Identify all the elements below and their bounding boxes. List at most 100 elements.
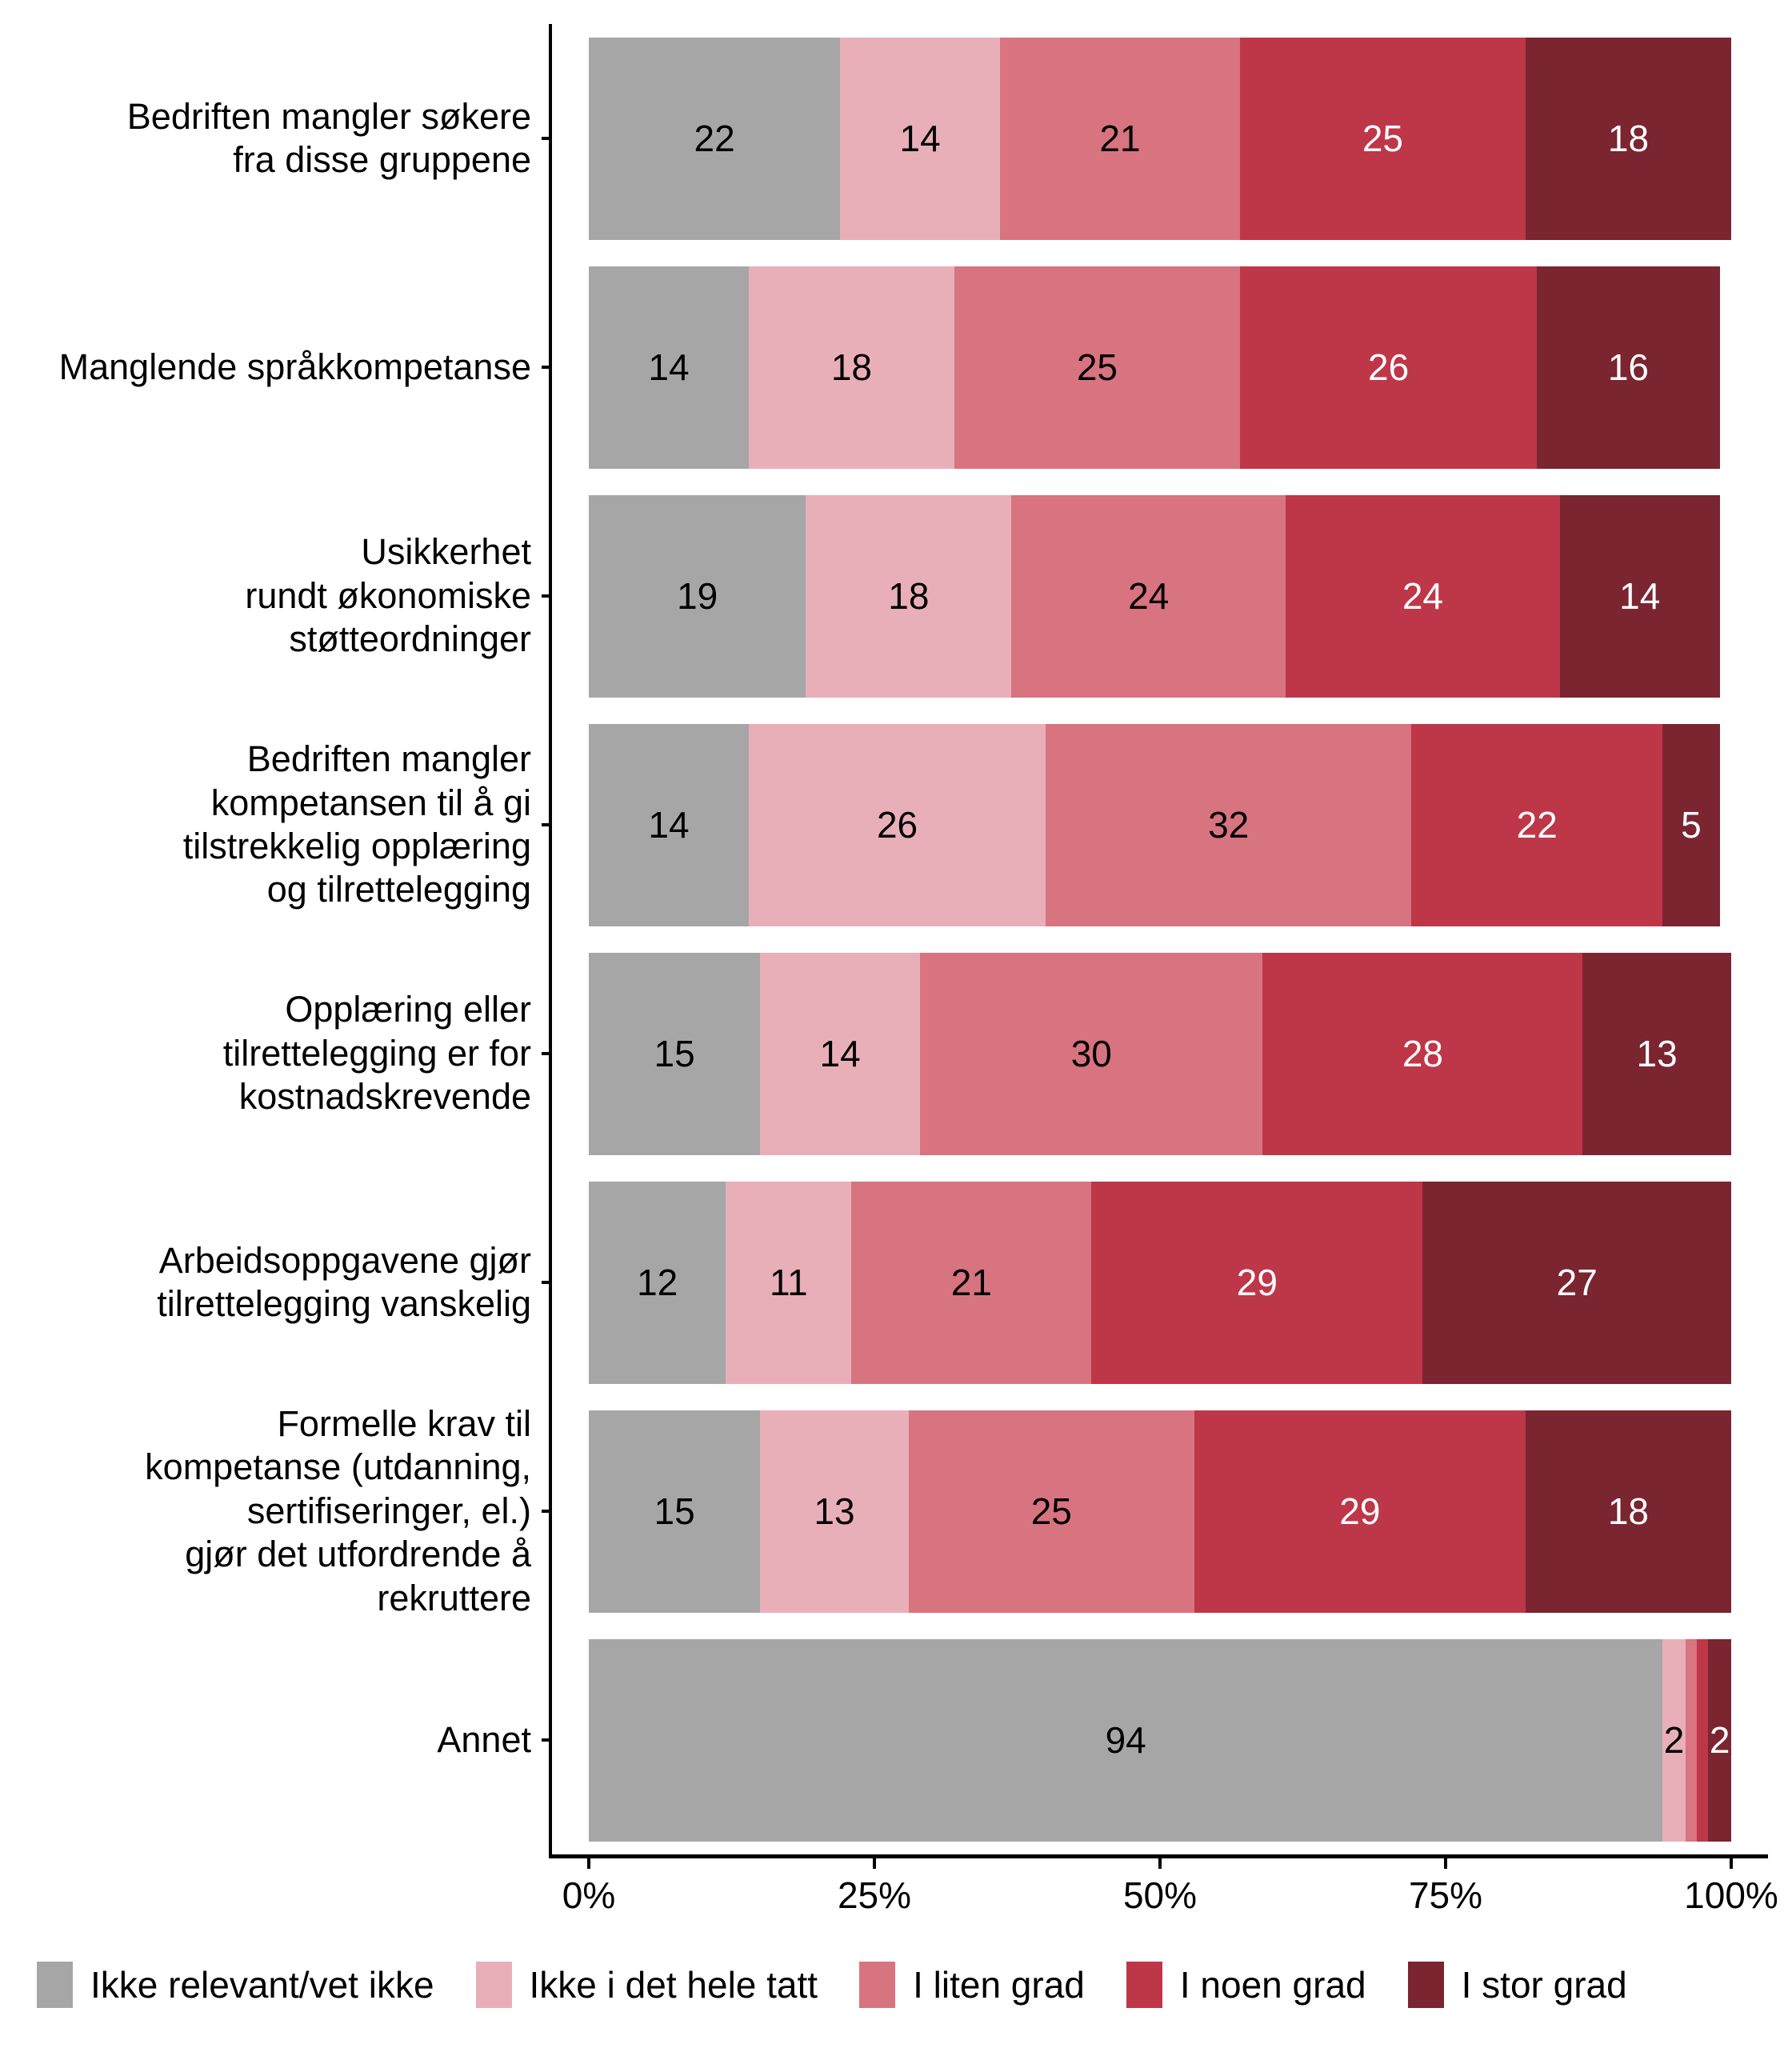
bar-segment: 14: [1559, 494, 1720, 698]
bar-value-label: 29: [1339, 1490, 1381, 1532]
bar-value-label: 14: [648, 804, 690, 846]
category-label-line: tilrettelegging vanskelig: [157, 1283, 531, 1324]
category-label-text: Formelle krav til kompetanse (utdanning, s…: [145, 1402, 531, 1620]
bar-segment: 26: [1239, 266, 1538, 469]
category-label: Opplæring eller tilrettelegging er for kos…: [0, 939, 552, 1168]
category-label-text: Usikkerhet rundt økonomiske støtteordninge…: [245, 530, 531, 661]
bar-value-label: 24: [1128, 575, 1170, 617]
bar-segment: 18: [806, 494, 1012, 698]
bar-segment: 18: [1525, 37, 1731, 240]
bar-segment: 32: [1046, 723, 1412, 926]
bar-segment: 21: [851, 1181, 1092, 1384]
bar-value-label: 32: [1208, 804, 1250, 846]
bar-segment: 94: [589, 1638, 1663, 1842]
category-label: Manglende språkkompetanse: [0, 253, 552, 482]
category-label: Bedriften mangler søkere fra disse gruppe…: [0, 24, 552, 253]
y-axis-tick: [542, 1281, 552, 1284]
bar-value-label: 94: [1105, 1719, 1146, 1761]
bar-track: 15 14 30 28 13: [589, 952, 1731, 1155]
category-label-line: kompetanse (utdanning,: [145, 1446, 531, 1488]
category-label-line: tilstrekkelig opplæring: [182, 826, 531, 866]
bar-segment: 30: [920, 952, 1263, 1155]
category-label: Annet: [0, 1626, 552, 1854]
x-axis-tick-label: 75%: [1408, 1874, 1483, 1916]
bar-value-label: 2: [1663, 1719, 1685, 1761]
bar-value-label: 22: [1516, 804, 1558, 846]
category-label-line: Usikkerhet: [361, 531, 531, 573]
bar-value-label: 14: [899, 118, 941, 159]
bar-value-label: 21: [1099, 118, 1141, 159]
legend-label: Ikke i det hele tatt: [529, 1964, 818, 2006]
x-axis-tick: [1444, 1858, 1447, 1869]
bar-segment: 14: [760, 952, 921, 1155]
bar-track: 15 13 25 29 18: [589, 1410, 1731, 1613]
bar-value-label: 15: [654, 1033, 695, 1074]
bar-value-label: 25: [1362, 118, 1404, 159]
bar-segment: 22: [1411, 723, 1663, 926]
bar-segment: 29: [1194, 1410, 1526, 1613]
category-label-line: sertifiseringer, el.): [246, 1490, 531, 1531]
bar-value-label: 25: [1076, 346, 1118, 388]
bar-rows-container: Bedriften mangler søkere fra disse gruppe…: [0, 24, 1731, 1854]
legend-label: I liten grad: [913, 1964, 1085, 2006]
category-label-text: Opplæring eller tilrettelegging er for kos…: [223, 988, 531, 1118]
bar-segment: 29: [1091, 1181, 1423, 1384]
x-axis-tick-label: 50%: [1122, 1874, 1198, 1916]
category-label: Bedriften mangler kompetansen til å gi til…: [0, 710, 552, 939]
chart-row: Manglende språkkompetanse 14 18 25 26 16: [0, 253, 1731, 482]
category-label-line: Manglende språkkompetanse: [58, 346, 531, 387]
category-label-text: Bedriften mangler søkere fra disse gruppe…: [127, 95, 531, 182]
bar-value-label: 13: [814, 1490, 855, 1532]
chart-row: Opplæring eller tilrettelegging er for kos…: [0, 939, 1731, 1168]
bar-segment: 13: [1582, 952, 1731, 1155]
category-label-text: Arbeidsoppgavene gjør tilrettelegging van…: [157, 1239, 531, 1326]
category-label-line: fra disse gruppene: [233, 139, 531, 180]
bar-value-label: 18: [1607, 118, 1650, 159]
bar-value-label: 18: [1607, 1490, 1650, 1532]
bar-segment: 14: [840, 37, 1001, 240]
bar-value-label: 19: [677, 575, 718, 617]
x-axis-tick: [587, 1858, 590, 1869]
y-axis-tick: [542, 594, 552, 598]
category-label-line: Formelle krav til: [277, 1402, 531, 1444]
category-label-text: Manglende språkkompetanse: [59, 346, 531, 389]
bar-segment: 12: [589, 1181, 726, 1384]
y-axis-tick: [542, 1510, 552, 1513]
chart-row: Bedriften mangler søkere fra disse gruppe…: [0, 24, 1731, 253]
chart-row: Usikkerhet rundt økonomiske støtteordninge…: [0, 482, 1731, 710]
bar-value-label: 14: [819, 1033, 861, 1074]
legend-key-swatch: [1407, 1962, 1444, 2008]
bar-segment: 28: [1262, 952, 1583, 1155]
y-axis-tick: [542, 366, 552, 369]
bar-value-label: 12: [637, 1262, 678, 1303]
bar-track: 22 14 21 25 18: [589, 37, 1731, 240]
legend-key-swatch: [859, 1962, 896, 2008]
bar-segment: 16: [1537, 266, 1720, 469]
category-label-line: kompetansen til å gi: [210, 782, 531, 823]
chart-row: Annet 94 2 2: [0, 1626, 1731, 1854]
category-label-line: rundt økonomiske: [245, 574, 531, 616]
y-axis-tick: [542, 1738, 552, 1742]
category-label: Usikkerhet rundt økonomiske støtteordninge…: [0, 482, 552, 710]
bar-value-label: 26: [1367, 346, 1410, 388]
x-axis-line: [549, 1854, 1768, 1858]
category-label-line: Bedriften mangler: [246, 738, 531, 780]
x-axis-tick: [1158, 1858, 1162, 1869]
bar-segment: 27: [1422, 1181, 1731, 1384]
bar-value-label: 16: [1607, 346, 1650, 388]
bar-segment: 11: [726, 1181, 852, 1384]
bar-value-label: 18: [888, 575, 930, 617]
chart-row: Bedriften mangler kompetansen til å gi til…: [0, 710, 1731, 939]
category-label-line: gjør det utfordrende å: [185, 1534, 531, 1575]
bar-value-label: 21: [950, 1262, 992, 1303]
bar-value-label: 14: [648, 346, 690, 388]
bar-track: 19 18 24 24 14: [589, 494, 1731, 698]
bar-segment: 13: [760, 1410, 909, 1613]
legend-key-swatch: [37, 1962, 73, 2008]
bar-segment: 2: [1662, 1638, 1686, 1842]
y-axis-tick: [542, 137, 552, 140]
category-label: Formelle krav til kompetanse (utdanning, s…: [0, 1397, 552, 1626]
category-label-line: Bedriften mangler søkere: [126, 95, 531, 137]
x-axis-tick-label: 25%: [837, 1874, 912, 1916]
legend-item: I stor grad: [1407, 1962, 1627, 2008]
